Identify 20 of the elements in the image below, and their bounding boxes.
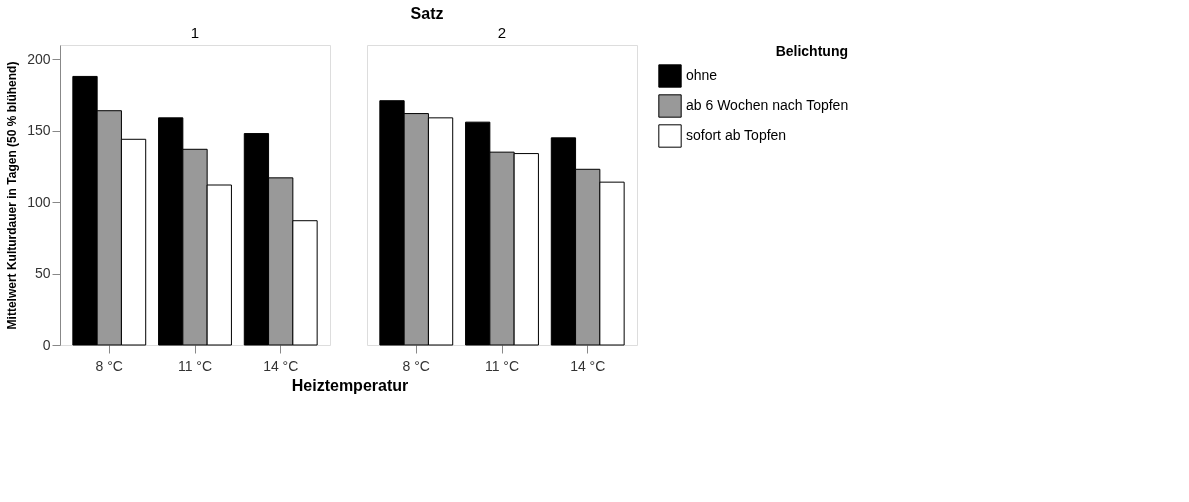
- y-tick-label: 100: [27, 193, 51, 210]
- x-tick-label: 11 °C: [177, 357, 213, 374]
- y-tick-label: 200: [27, 50, 51, 67]
- legend-title: Belichtung: [775, 43, 848, 59]
- x-axis-title: Heiztemperatur: [291, 377, 409, 394]
- y-axis-title: Mittelwert Kulturdauer in Tagen (50 % blühend): [5, 61, 20, 330]
- chart-title: 2: [497, 24, 507, 41]
- x-tick-label: 8 °C: [402, 357, 430, 374]
- chart-title: 1: [190, 24, 200, 41]
- text: Satz: [410, 4, 444, 22]
- y-tick-label: 50: [34, 265, 51, 282]
- legend-label: ohne: [686, 67, 718, 83]
- x-tick-label: 11 °C: [484, 357, 520, 374]
- x-tick-label: 8 °C: [95, 357, 123, 374]
- legend-label: sofort ab Topfen: [686, 127, 787, 143]
- x-tick-label: 14 °C: [570, 357, 606, 374]
- y-tick-label: 0: [42, 336, 51, 353]
- y-tick-label: 150: [27, 122, 51, 139]
- legend-label: ab 6 Wochen nach Topfen: [686, 97, 849, 113]
- x-tick-label: 14 °C: [263, 357, 299, 374]
